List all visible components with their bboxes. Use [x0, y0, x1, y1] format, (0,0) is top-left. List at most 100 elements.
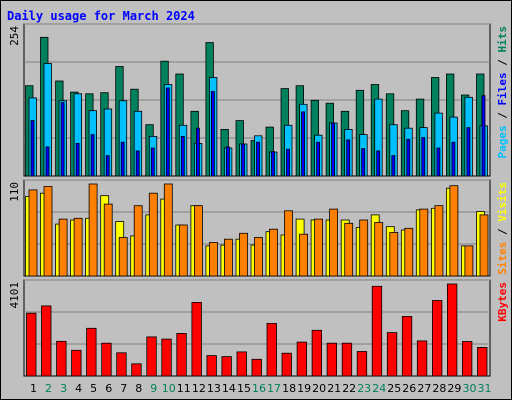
- x-tick-label-day-12: 12: [192, 382, 206, 395]
- bar-sites-day-12: [193, 205, 203, 277]
- bar-sites-day-4: [73, 217, 83, 277]
- x-tick-label-day-31: 31: [478, 382, 492, 395]
- bar-kbytes-day-31: [477, 346, 488, 377]
- x-tick-label-day-18: 18: [282, 382, 296, 395]
- bar-sites-day-2: [43, 186, 53, 277]
- x-tick-label-day-1: 1: [30, 382, 37, 395]
- bar-pages-day-29: [451, 141, 456, 177]
- bar-pages-day-9: [150, 147, 155, 177]
- bar-pages-day-3: [60, 102, 65, 177]
- bar-pages-day-25: [391, 155, 396, 177]
- bar-pages-day-22: [346, 139, 351, 177]
- x-tick-label-day-21: 21: [327, 382, 341, 395]
- bar-sites-day-20: [314, 218, 324, 277]
- x-tick-label-day-19: 19: [297, 382, 311, 395]
- bar-pages-day-13: [210, 91, 215, 177]
- x-tick-label-day-10: 10: [162, 382, 176, 395]
- bar-sites-day-24: [374, 222, 384, 277]
- bar-kbytes-day-14: [221, 356, 232, 377]
- x-tick-label-day-23: 23: [357, 382, 371, 395]
- y-max-label-traffic: 254: [8, 26, 21, 46]
- bar-kbytes-day-19: [296, 341, 308, 377]
- x-tick-label-day-17: 17: [267, 382, 281, 395]
- bar-sites-day-3: [58, 218, 68, 277]
- bar-sites-day-31: [479, 214, 489, 277]
- bar-sites-day-10: [163, 183, 173, 277]
- x-tick-label-day-9: 9: [150, 382, 157, 395]
- bar-pages-day-28: [436, 147, 441, 177]
- bar-pages-day-14: [225, 146, 230, 177]
- bar-pages-day-18: [286, 148, 290, 177]
- bar-kbytes-day-28: [431, 300, 443, 377]
- bar-pages-day-30: [466, 127, 471, 177]
- x-tick-label-day-11: 11: [177, 382, 191, 395]
- x-tick-label-day-16: 16: [252, 382, 266, 395]
- bar-sites-day-30: [464, 245, 474, 277]
- x-tick-label-day-4: 4: [75, 382, 82, 395]
- bar-kbytes-day-11: [176, 332, 187, 377]
- bar-pages-day-27: [421, 137, 426, 177]
- bar-pages-day-26: [406, 138, 411, 177]
- bar-kbytes-day-27: [416, 340, 428, 377]
- bar-pages-day-21: [331, 122, 336, 177]
- bar-kbytes-day-9: [146, 336, 157, 377]
- legend-pages-files-hits: Pages / Files / Hits: [496, 26, 509, 159]
- bar-pages-day-19: [301, 111, 306, 177]
- bar-kbytes-day-18: [281, 352, 292, 377]
- x-tick-label-day-22: 22: [342, 382, 356, 395]
- bar-pages-day-15: [241, 143, 245, 177]
- bar-sites-day-9: [148, 192, 158, 277]
- legend-kbytes: KBytes: [496, 282, 509, 322]
- bar-pages-day-5: [90, 134, 95, 177]
- bar-kbytes-day-24: [371, 285, 383, 377]
- x-tick-label-day-15: 15: [237, 382, 251, 395]
- bar-sites-day-23: [359, 219, 369, 277]
- bar-kbytes-day-6: [101, 342, 112, 377]
- bar-pages-day-7: [120, 141, 125, 177]
- bar-kbytes-day-13: [206, 355, 217, 377]
- bar-sites-day-18: [284, 210, 293, 277]
- bar-kbytes-day-17: [266, 322, 277, 377]
- bar-sites-day-13: [208, 242, 218, 277]
- x-tick-label-day-26: 26: [402, 382, 416, 395]
- bar-kbytes-day-29: [446, 283, 458, 377]
- bar-kbytes-day-4: [71, 349, 82, 377]
- x-tick-label-day-14: 14: [222, 382, 236, 395]
- x-tick-label-day-28: 28: [432, 382, 446, 395]
- bar-pages-day-11: [180, 135, 185, 177]
- bar-sites-day-14: [223, 238, 233, 277]
- bar-kbytes-day-16: [251, 358, 262, 377]
- bar-pages-day-20: [316, 141, 321, 177]
- bar-sites-day-15: [239, 232, 248, 277]
- bar-pages-day-10: [165, 87, 170, 177]
- x-tick-label-day-20: 20: [312, 382, 326, 395]
- x-tick-label-day-25: 25: [387, 382, 401, 395]
- bar-sites-day-5: [88, 183, 98, 277]
- bar-kbytes-day-8: [131, 363, 142, 377]
- bar-kbytes-day-20: [311, 329, 323, 377]
- chart-title: Daily usage for March 2024: [7, 9, 195, 23]
- bar-sites-day-22: [344, 222, 354, 277]
- bar-kbytes-day-15: [236, 351, 247, 377]
- x-tick-label-day-24: 24: [372, 382, 386, 395]
- bar-sites-day-25: [389, 232, 399, 277]
- bar-sites-day-17: [269, 228, 278, 277]
- bar-kbytes-day-7: [116, 352, 127, 377]
- bar-kbytes-day-21: [326, 342, 338, 377]
- legend-sites-visits: Sites / Visits: [496, 182, 509, 275]
- x-tick-label-day-30: 30: [463, 382, 477, 395]
- bar-sites-day-11: [178, 224, 188, 277]
- bar-kbytes-day-30: [461, 341, 473, 377]
- x-tick-label-day-2: 2: [45, 382, 52, 395]
- bar-sites-day-27: [419, 208, 429, 277]
- y-max-label-kbytes: 4101: [8, 282, 21, 309]
- x-tick-label-day-27: 27: [417, 382, 431, 395]
- bar-pages-day-2: [45, 146, 50, 177]
- x-tick-label-day-6: 6: [105, 382, 112, 395]
- x-tick-label-day-29: 29: [447, 382, 461, 395]
- bar-sites-day-21: [329, 208, 339, 277]
- x-tick-label-day-3: 3: [60, 382, 67, 395]
- bar-kbytes-day-12: [191, 301, 202, 377]
- bar-kbytes-day-5: [86, 327, 97, 377]
- bar-sites-day-29: [449, 185, 459, 277]
